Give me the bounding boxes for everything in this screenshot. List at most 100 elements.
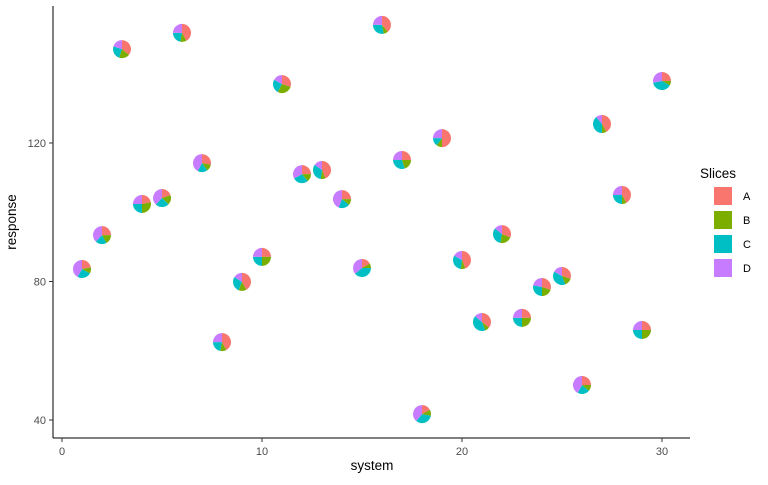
pie-slice-c	[338, 199, 349, 209]
pie-slice-a	[282, 75, 291, 87]
pie-slice-c	[95, 235, 107, 245]
pie-slice-d	[353, 258, 362, 274]
pie-slice-c	[77, 269, 90, 279]
pie-slice-c	[173, 32, 182, 42]
pie-point	[633, 320, 651, 339]
pie-slice-b	[562, 275, 571, 285]
pie-slice-a	[522, 308, 531, 318]
pie-slice-d	[633, 320, 642, 330]
pie-point	[313, 161, 331, 180]
pie-slice-c	[613, 194, 622, 204]
pie-slice-c	[577, 385, 589, 395]
pie-slice-d	[533, 278, 542, 288]
pie-slice-a	[122, 40, 131, 55]
pie-slice-b	[277, 84, 291, 94]
pie-slice-a	[422, 405, 430, 415]
pie-slice-b	[162, 195, 171, 205]
pie-slice-a	[542, 278, 551, 290]
legend-label: B	[743, 215, 750, 227]
pie-point	[273, 75, 291, 94]
y-axis-title: response	[4, 194, 19, 250]
pie-slice-b	[82, 267, 91, 274]
pie-slice-a	[82, 260, 91, 270]
legend-item: A	[714, 187, 751, 205]
pie-point	[253, 247, 271, 266]
pie-slice-b	[320, 170, 326, 180]
pie-slice-d	[193, 154, 202, 171]
pie-slice-b	[238, 281, 247, 291]
pie-slice-b	[180, 32, 187, 42]
pie-slice-a	[242, 272, 251, 290]
pie-slice-d	[153, 189, 162, 205]
pie-slice-b	[142, 202, 151, 213]
pie-slice-d	[133, 194, 142, 204]
y-tick-label: 40	[34, 415, 46, 427]
pie-slice-a	[382, 15, 391, 32]
pie-slice-a	[182, 23, 192, 41]
pie-point	[232, 272, 251, 291]
pie-slice-a	[622, 185, 632, 203]
legend-key	[714, 187, 732, 205]
pie-slice-d	[653, 72, 662, 83]
pie-slice-d	[596, 114, 602, 124]
pie-slice-d	[274, 75, 282, 85]
pie-slice-d	[513, 308, 522, 318]
pie-slice-b	[342, 199, 351, 205]
legend-label: C	[743, 239, 751, 251]
pie-point	[153, 189, 171, 208]
pie-slice-c	[253, 256, 262, 266]
pie-slice-b	[460, 260, 466, 270]
pie-slice-a	[322, 161, 331, 179]
pie-slice-c	[197, 163, 208, 173]
pie-slice-d	[314, 161, 322, 171]
pie-slice-b	[522, 317, 531, 327]
pie-slice-a	[662, 72, 671, 82]
pie-slice-d	[433, 129, 442, 139]
pie-slice-c	[373, 24, 384, 34]
pie-point	[92, 226, 111, 245]
x-tick-label: 30	[656, 446, 668, 458]
pie-point	[173, 23, 192, 42]
pie-slice-a	[582, 376, 591, 386]
pie-slice-d	[454, 251, 462, 261]
pie-slice-b	[402, 159, 411, 169]
pie-slice-b	[202, 163, 211, 171]
pie-slice-b	[482, 322, 489, 331]
pie-slice-c	[492, 228, 502, 243]
pie-slice-c	[553, 271, 566, 285]
pie-slice-d	[173, 23, 182, 33]
pie-slice-c	[213, 342, 222, 351]
pie-point	[393, 150, 411, 169]
pie-point	[73, 260, 91, 279]
legend-item: B	[714, 211, 750, 229]
pie-slice-d	[253, 247, 262, 257]
pie-slice-d	[234, 272, 242, 282]
pie-slice-d	[333, 190, 342, 208]
legend-key	[714, 211, 732, 229]
pie-slice-b	[102, 235, 111, 243]
pie-slice-b	[422, 409, 431, 416]
y-ticks: 40 80 120	[28, 138, 53, 427]
pie-slice-b	[362, 263, 371, 268]
x-tick-label: 0	[59, 446, 65, 458]
legend-item: C	[714, 235, 751, 253]
pie-point	[473, 313, 491, 332]
pie-slice-c	[393, 159, 405, 169]
pie-slice-a	[262, 247, 271, 257]
pie-point	[653, 72, 671, 91]
pie-slice-c	[533, 285, 542, 297]
pie-slice-d	[393, 150, 402, 160]
pie-point	[133, 194, 151, 213]
pie-slice-c	[294, 174, 308, 184]
pie-slice-a	[162, 189, 171, 199]
pie-slice-b	[436, 138, 442, 148]
pie-slice-d	[495, 225, 502, 235]
pie-point	[373, 15, 391, 34]
pie-slice-c	[355, 267, 371, 277]
pie-slice-d	[92, 226, 102, 242]
x-ticks: 0 10 20 30	[59, 438, 668, 458]
pie-slice-a	[222, 333, 231, 350]
legend-title: Slices	[700, 166, 736, 181]
pie-slice-d	[73, 260, 82, 277]
